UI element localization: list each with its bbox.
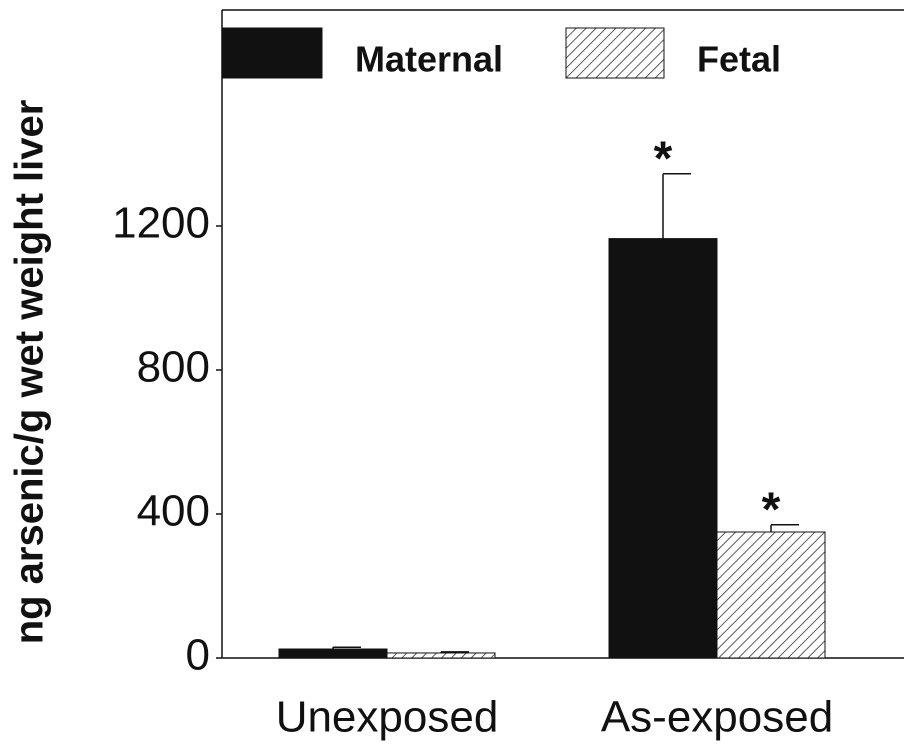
legend-swatch — [221, 27, 323, 79]
significance-star: * — [654, 132, 673, 185]
legend-label: Maternal — [355, 39, 503, 80]
y-tick-label: 1200 — [112, 199, 210, 248]
x-tick-label: As-exposed — [601, 693, 833, 742]
x-tick-label: Unexposed — [276, 693, 499, 742]
legend-swatch — [565, 27, 665, 79]
bar — [608, 238, 718, 659]
y-tick-label: 400 — [137, 487, 210, 536]
bar — [386, 652, 496, 659]
y-axis-label: ng arsenic/g wet weight liver — [8, 100, 52, 645]
legend-label: Fetal — [697, 39, 781, 80]
bar — [716, 531, 826, 659]
y-tick-label: 800 — [137, 343, 210, 392]
bar — [278, 648, 388, 659]
y-tick-label: 0 — [186, 631, 210, 680]
significance-star: * — [762, 483, 781, 536]
